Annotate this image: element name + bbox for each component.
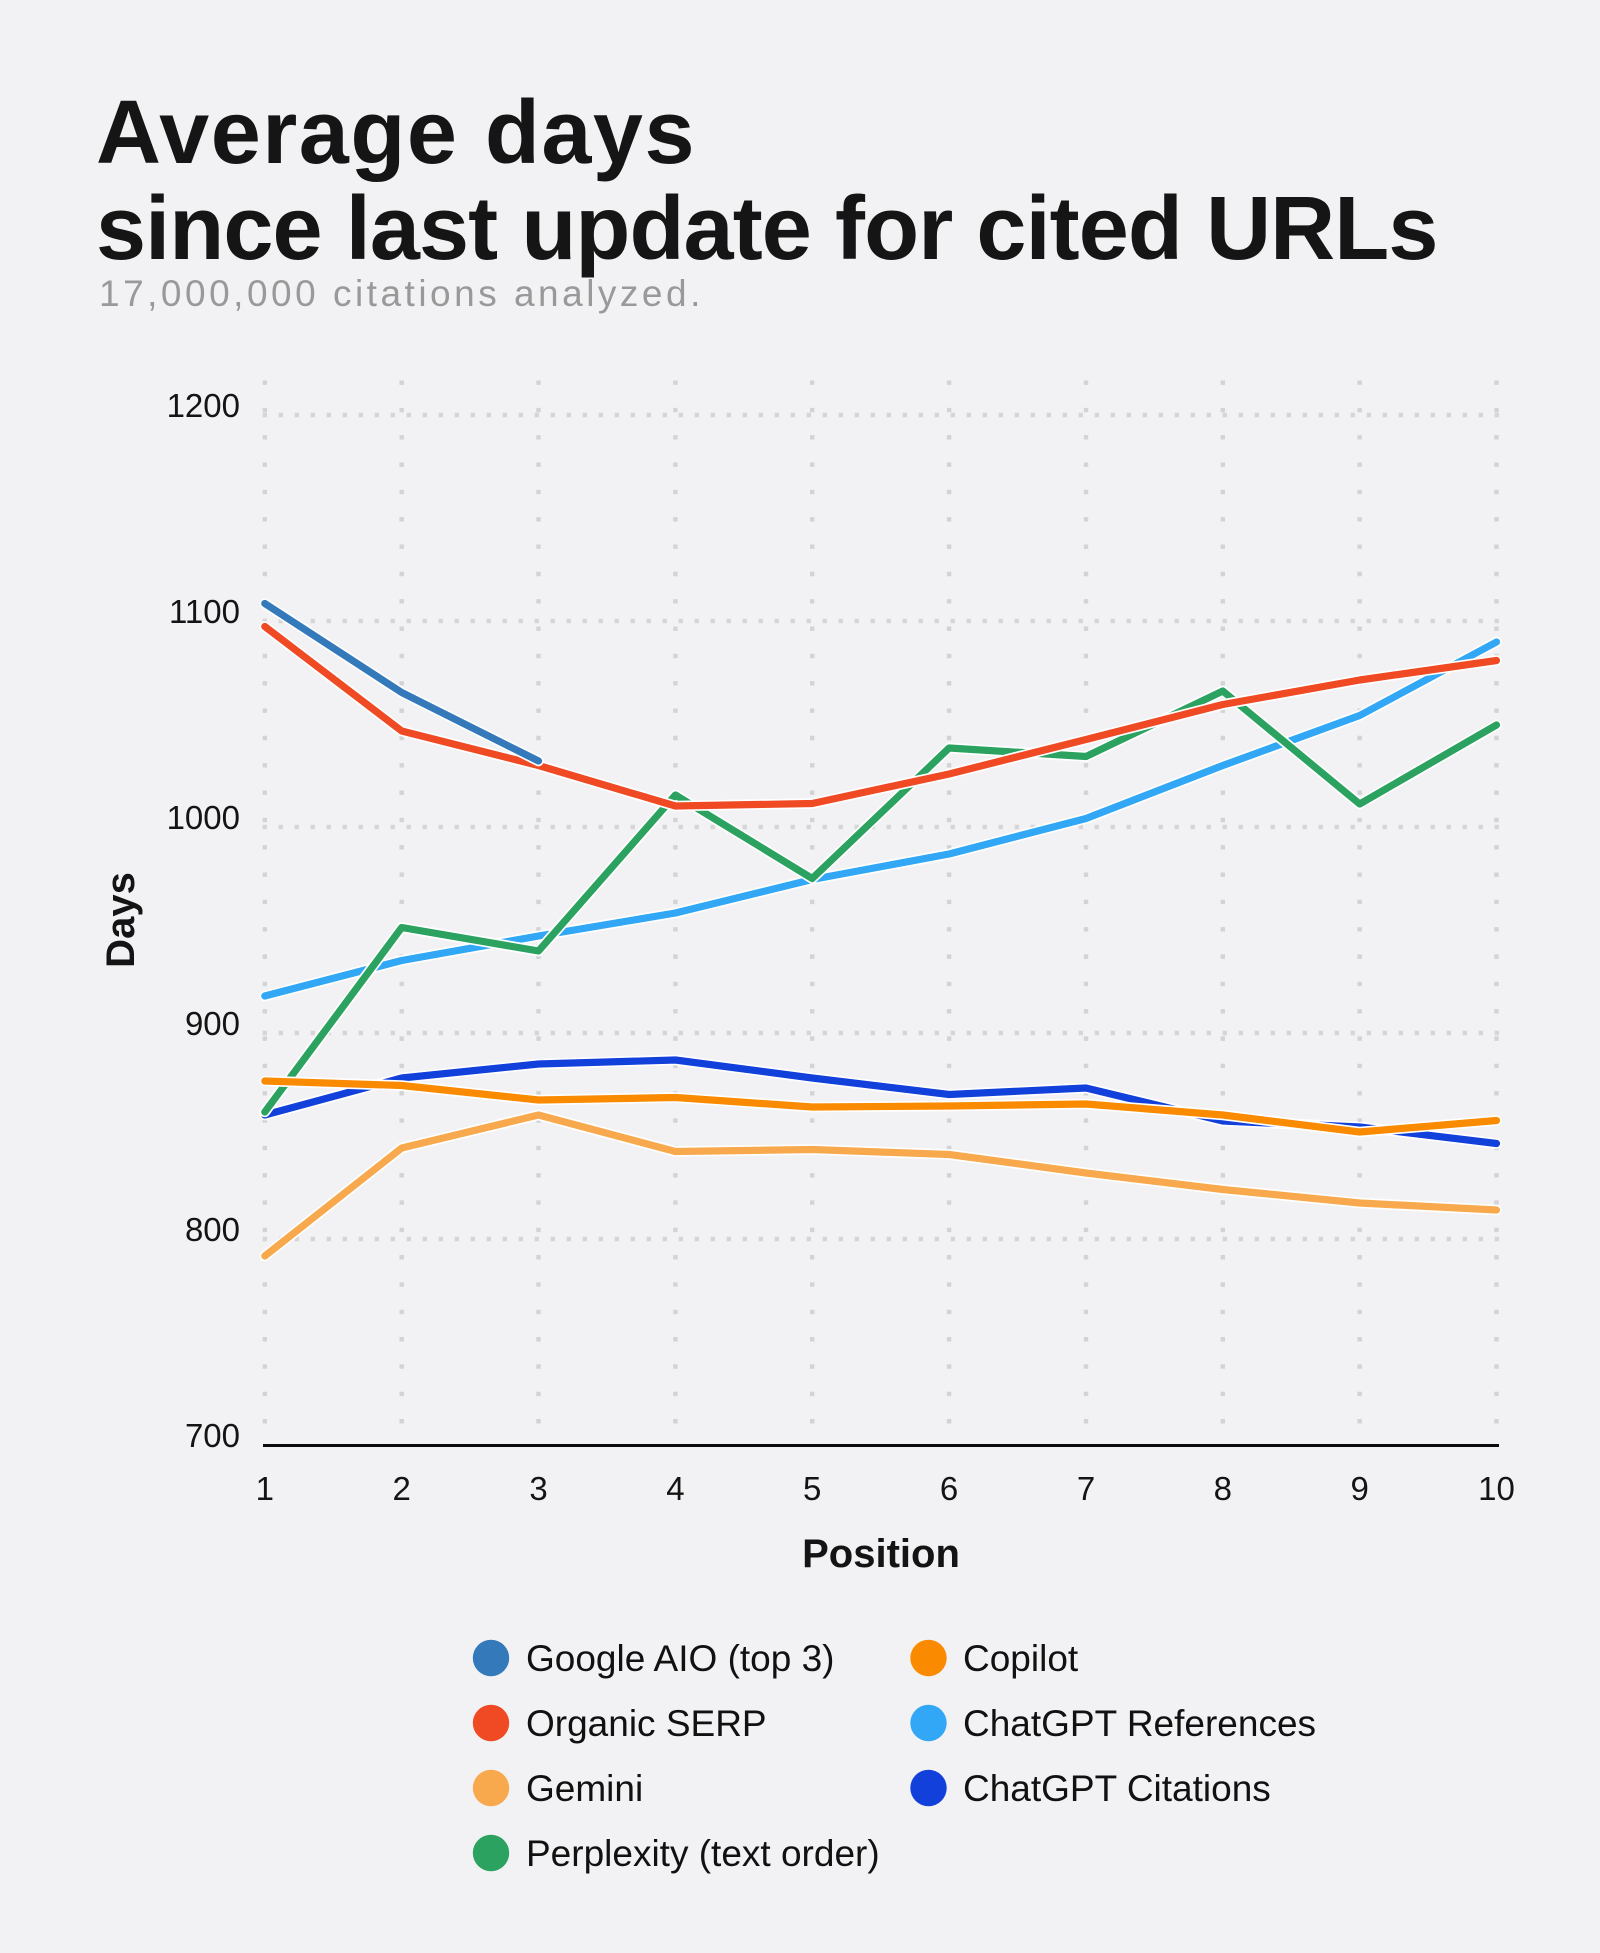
svg-text:Gemini: Gemini xyxy=(526,1768,643,1809)
svg-text:1000: 1000 xyxy=(167,799,240,836)
svg-text:8: 8 xyxy=(1214,1470,1232,1507)
svg-text:Perplexity (text order): Perplexity (text order) xyxy=(526,1833,880,1874)
svg-text:900: 900 xyxy=(185,1005,240,1042)
svg-text:ChatGPT Citations: ChatGPT Citations xyxy=(963,1768,1271,1809)
svg-text:1: 1 xyxy=(256,1470,274,1507)
svg-text:1200: 1200 xyxy=(167,387,240,424)
svg-text:1100: 1100 xyxy=(169,593,240,630)
svg-text:Average days: Average days xyxy=(96,83,696,183)
svg-text:700: 700 xyxy=(185,1417,240,1454)
svg-text:Organic SERP: Organic SERP xyxy=(526,1703,767,1744)
svg-text:4: 4 xyxy=(666,1470,684,1507)
svg-text:7: 7 xyxy=(1077,1470,1095,1507)
svg-text:17,000,000 citations analyzed.: 17,000,000 citations analyzed. xyxy=(99,273,704,314)
svg-text:10: 10 xyxy=(1478,1470,1515,1507)
svg-text:Copilot: Copilot xyxy=(963,1638,1079,1679)
svg-text:800: 800 xyxy=(185,1211,240,1248)
svg-text:9: 9 xyxy=(1351,1470,1369,1507)
svg-text:3: 3 xyxy=(529,1470,547,1507)
svg-text:Google AIO (top 3): Google AIO (top 3) xyxy=(526,1638,835,1679)
svg-text:ChatGPT References: ChatGPT References xyxy=(963,1703,1316,1744)
svg-text:6: 6 xyxy=(940,1470,958,1507)
svg-text:since last update for cited UR: since last update for cited URLs xyxy=(96,179,1438,279)
svg-text:5: 5 xyxy=(803,1470,821,1507)
svg-text:Days: Days xyxy=(99,872,143,968)
svg-text:2: 2 xyxy=(393,1470,411,1507)
svg-text:Position: Position xyxy=(802,1532,960,1576)
